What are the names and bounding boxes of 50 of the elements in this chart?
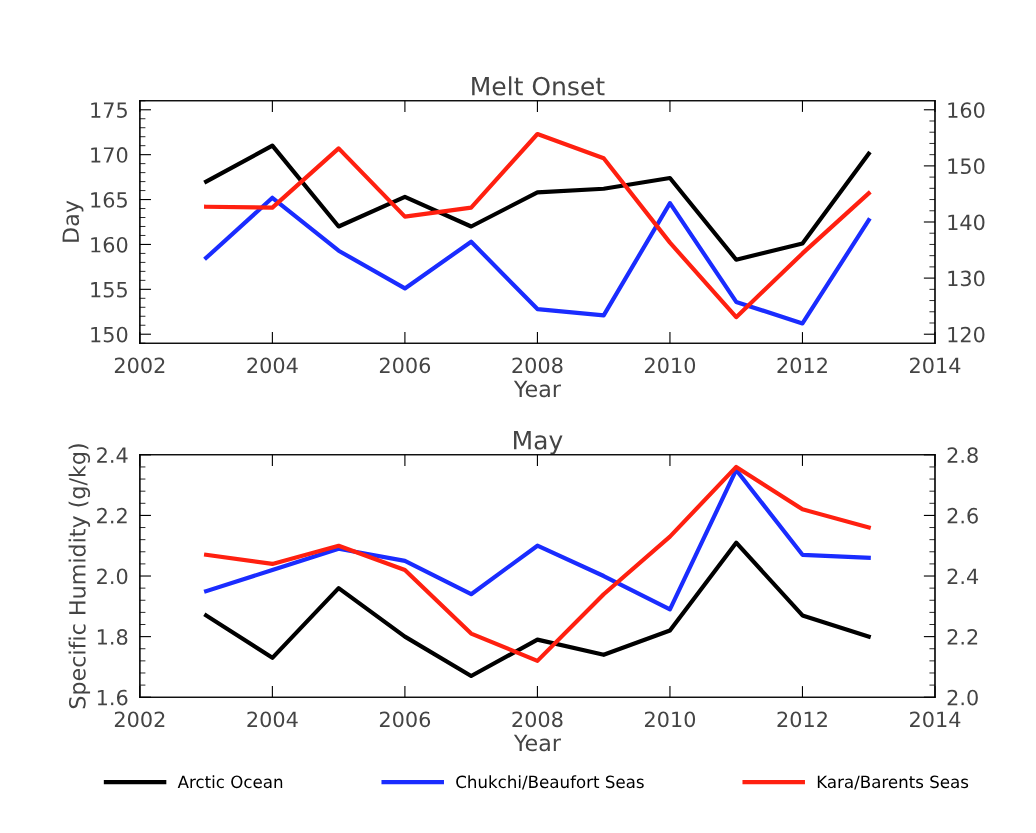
y-tick-label: 2.2 [97,507,127,524]
y-tick-label: 1.6 [97,689,128,706]
legend-label: Kara/Barents Seas [817,775,969,790]
line-series [204,467,871,612]
x-tick-label: 2002 [114,357,165,374]
line-series [204,195,871,326]
y-tick-label: 2.4 [97,447,128,463]
x-tick-label: 2012 [777,711,827,728]
legend-label: Chukchi/Beaufort Seas [456,775,644,790]
y2-tick-label: 140 [948,214,985,231]
x-axis-title: Year [513,734,561,752]
y2-tick-label: 2.2 [947,629,978,645]
y-tick-label: 160 [91,236,128,253]
chart-title: May [514,431,563,455]
x-tick-label: 2008 [512,711,563,728]
x-tick-label: 2004 [247,357,298,374]
x-tick-label: 2008 [512,357,563,374]
line-series [204,464,871,663]
y2-tick-label: 150 [948,158,985,175]
y2-tick-label: 2.4 [947,568,979,584]
y-tick-label: 2.0 [97,568,128,585]
y-tick-label: 155 [91,282,127,298]
x-tick-label: 2010 [644,711,696,728]
x-tick-label: 2012 [777,357,827,374]
legend-label: Arctic Ocean [177,775,283,789]
x-tick-label: 2014 [910,711,961,728]
x-axis-title: Year [513,380,561,398]
x-tick-label: 2006 [379,711,431,728]
x-tick-label: 2002 [114,711,165,728]
y2-tick-label: 120 [948,326,985,343]
x-tick-label: 2006 [379,357,431,374]
line-series [204,131,871,320]
line-series [204,143,871,262]
x-tick-label: 2014 [910,357,961,374]
line-series [204,540,871,679]
y-tick-label: 170 [91,147,128,163]
x-tick-label: 2010 [644,357,696,374]
y2-tick-label: 130 [948,270,985,287]
y-tick-label: 165 [91,192,127,208]
y2-tick-label: 2.6 [947,507,978,524]
y-tick-label: 175 [91,102,127,118]
y2-tick-label: 2.8 [947,447,978,464]
y-tick-label: 150 [91,326,128,343]
x-tick-label: 2004 [247,711,298,728]
y2-tick-label: 160 [948,102,985,118]
chart-title: Melt Onset [472,76,605,96]
y2-tick-label: 2.0 [947,689,978,706]
y-axis-title: Specific Humidity (g/kg) [68,444,91,709]
y-tick-label: 1.8 [97,629,128,645]
y-axis-title: Day [62,200,84,242]
